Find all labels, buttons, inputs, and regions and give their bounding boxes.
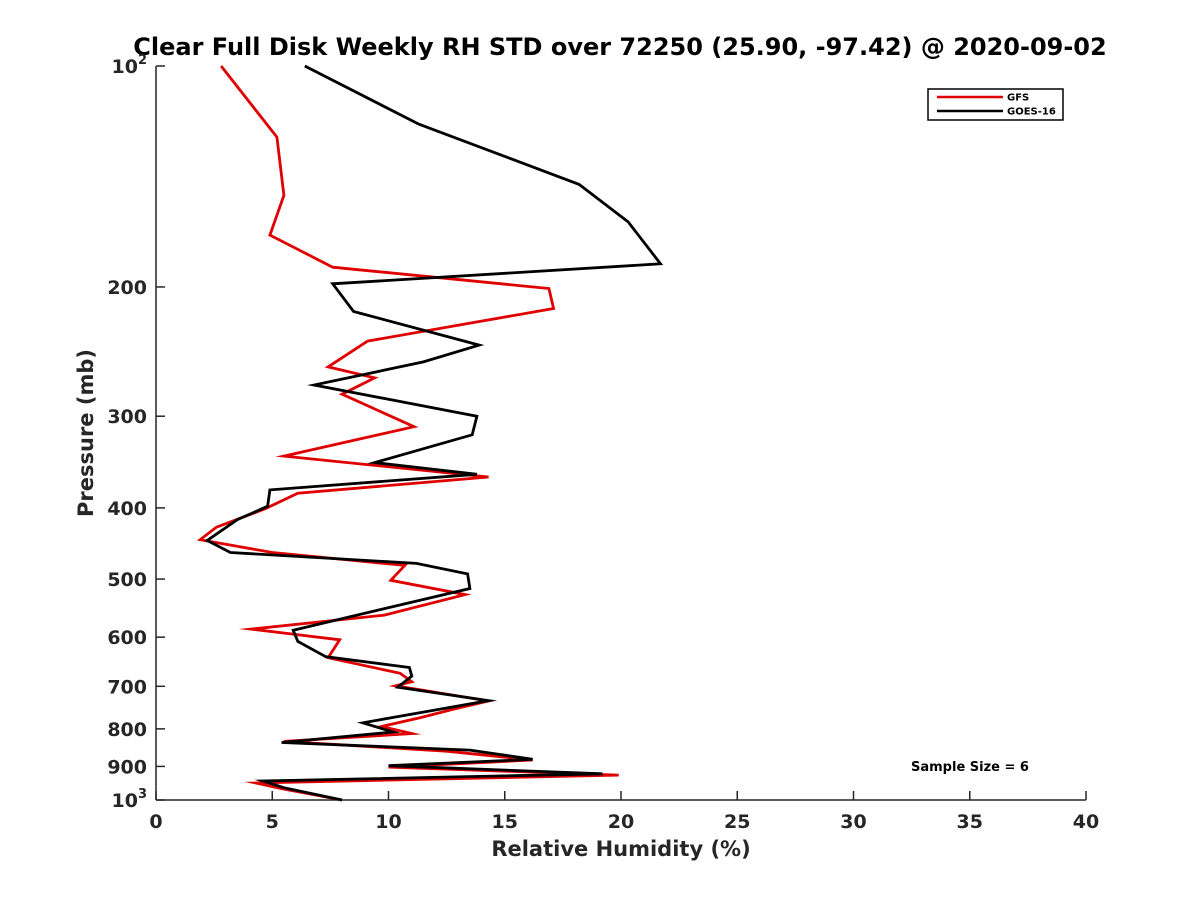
x-tick-label: 40	[1073, 811, 1099, 833]
series-line-goes16	[204, 64, 664, 802]
series-layer	[196, 64, 664, 802]
x-axis-label: Relative Humidity (%)	[491, 837, 750, 861]
legend-box	[927, 88, 1064, 121]
y-tick-exponent: 3	[138, 787, 147, 802]
x-tick-label: 10	[375, 811, 401, 833]
legend: GFS GOES-16	[927, 88, 1064, 121]
x-axis-ticks: 0 5 10 15 20 25 30 35 40	[149, 791, 1099, 833]
x-tick-label: 15	[492, 811, 518, 833]
x-tick-label: 5	[266, 811, 279, 833]
y-axis-label: Pressure (mb)	[74, 349, 98, 517]
y-tick-exponent: 2	[138, 53, 147, 68]
y-tick-label: 600	[107, 627, 147, 649]
y-tick-base: 10	[112, 790, 138, 812]
y-tick-label: 300	[107, 406, 147, 428]
y-tick-label: 500	[107, 569, 147, 591]
x-tick-label: 20	[608, 811, 634, 833]
y-tick-label: 700	[107, 676, 147, 698]
x-tick-label: 35	[957, 811, 983, 833]
sample-size-annotation: Sample Size = 6	[911, 760, 1029, 775]
x-tick-label: 0	[149, 811, 162, 833]
y-tick-label: 102	[112, 53, 148, 78]
y-tick-label: 200	[107, 277, 147, 299]
x-tick-label: 25	[724, 811, 750, 833]
y-tick-label: 103	[112, 787, 148, 812]
chart-title: Clear Full Disk Weekly RH STD over 72250…	[133, 33, 1106, 61]
y-tick-label: 400	[107, 498, 147, 520]
x-tick-label: 30	[840, 811, 866, 833]
y-tick-label: 800	[107, 719, 147, 741]
legend-label-gfs: GFS	[1007, 93, 1029, 104]
y-tick-base: 10	[112, 56, 138, 78]
y-tick-label: 900	[107, 756, 147, 778]
legend-label-goes16: GOES-16	[1007, 107, 1056, 118]
